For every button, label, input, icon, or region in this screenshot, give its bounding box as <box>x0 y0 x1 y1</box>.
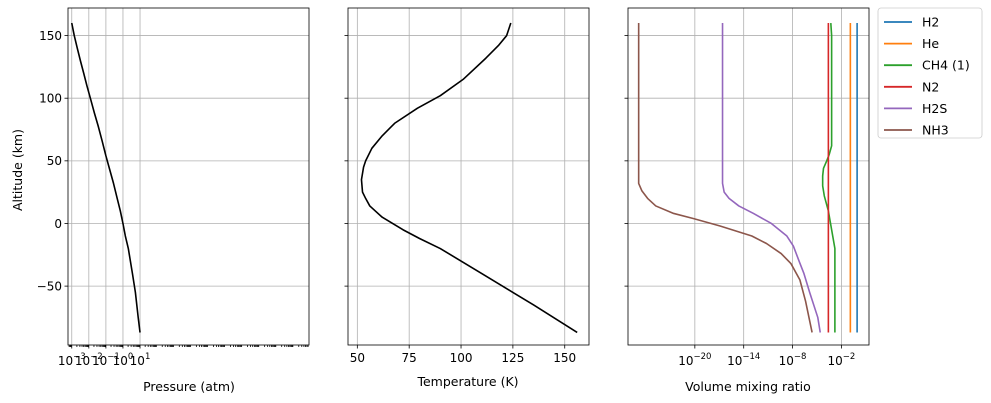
plot-frame <box>67 7 310 346</box>
y-axis-label: Altitude (km) <box>10 129 25 211</box>
x-tick-label: 100 <box>113 352 134 368</box>
x-tick-label: 100 <box>450 351 473 365</box>
legend: H2 He CH4 (1) N2 H2S NH3 <box>877 7 983 139</box>
x-axis-label-mixing-ratio: Volume mixing ratio <box>685 379 811 394</box>
x-tick-label: 10−2 <box>75 352 103 368</box>
x-tick-label: 75 <box>402 351 417 365</box>
legend-label: CH4 (1) <box>922 58 970 73</box>
profile-line <box>360 22 578 334</box>
y-tick-label: 150 <box>39 29 62 43</box>
x-tick-label: 10−3 <box>58 352 86 368</box>
x-tick-label: 10−14 <box>727 352 760 368</box>
y-tick-label: 0 <box>54 217 62 231</box>
x-tick-label: 10−1 <box>92 352 120 368</box>
x-tick-label: 10−2 <box>827 352 855 368</box>
x-axis-label-temperature: Temperature (K) <box>416 374 518 389</box>
legend-frame <box>877 7 983 139</box>
mixing-ratio-panel: 10−20 10−14 10−8 10−2 <box>624 7 870 368</box>
legend-label: N2 <box>922 79 939 94</box>
y-tick-label: 100 <box>39 92 62 106</box>
x-tick-label: 50 <box>350 351 365 365</box>
series-line-ch4-1 <box>821 22 836 333</box>
legend-label: He <box>922 36 939 51</box>
profile-line <box>70 22 141 333</box>
y-tick-label: −50 <box>37 279 62 293</box>
x-axis-label-pressure: Pressure (atm) <box>143 379 235 394</box>
x-tick-label: 125 <box>501 351 524 365</box>
legend-label: H2 <box>922 15 939 30</box>
series-line-nh3 <box>637 23 813 333</box>
x-tick-label: 101 <box>130 352 151 368</box>
x-tick-label: 10−8 <box>779 352 807 368</box>
temperature-panel: 50 75 100 125 150 <box>344 7 590 365</box>
legend-label: NH3 <box>922 123 949 138</box>
x-tick-label: 150 <box>553 351 576 365</box>
series-line-h2s <box>721 23 822 333</box>
plot-frame <box>627 7 870 346</box>
plot-frame <box>347 7 590 346</box>
x-tick-label: 10−20 <box>678 352 711 368</box>
legend-label: H2S <box>922 101 947 116</box>
y-tick-label: 50 <box>47 154 62 168</box>
